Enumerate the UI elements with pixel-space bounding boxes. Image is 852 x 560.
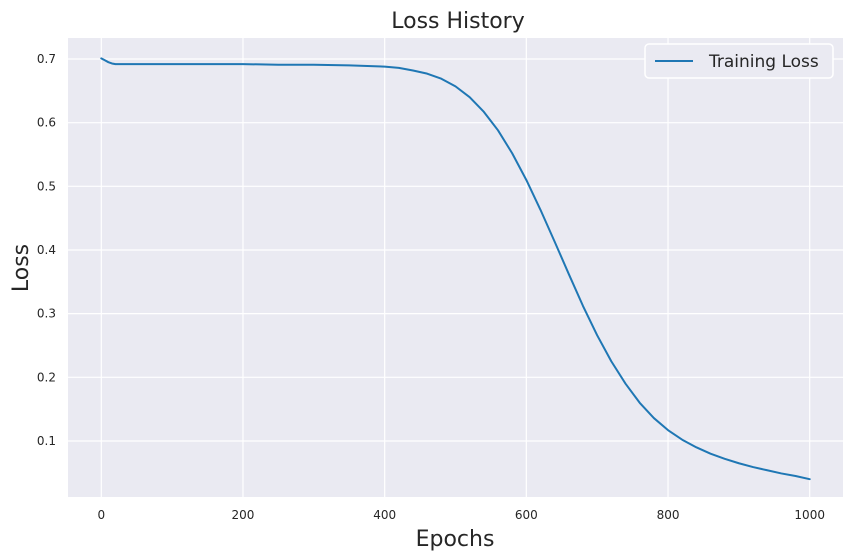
y-tick-label: 0.2	[37, 370, 56, 384]
plot-area	[68, 38, 843, 497]
x-tick-label: 1000	[794, 508, 825, 522]
x-tick-label: 800	[657, 508, 680, 522]
y-tick-label: 0.7	[37, 52, 56, 66]
x-tick-label: 600	[515, 508, 538, 522]
x-tick-label: 200	[232, 508, 255, 522]
legend: Training Loss	[644, 43, 834, 79]
legend-box	[644, 43, 834, 79]
x-tick-label: 400	[373, 508, 396, 522]
legend-label-training-loss: Training Loss	[708, 52, 819, 72]
y-tick-label: 0.5	[37, 179, 56, 193]
y-tick-label: 0.4	[37, 243, 56, 257]
x-axis-title: Epochs	[416, 527, 495, 552]
y-tick-label: 0.3	[37, 307, 56, 321]
y-tick-label: 0.6	[37, 116, 56, 130]
chart-title: Loss History	[391, 9, 525, 34]
y-tick-label: 0.1	[37, 434, 56, 448]
y-axis-title: Loss	[9, 244, 34, 292]
series-line-training-loss	[100, 57, 811, 481]
x-tick-label: 0	[97, 508, 105, 522]
